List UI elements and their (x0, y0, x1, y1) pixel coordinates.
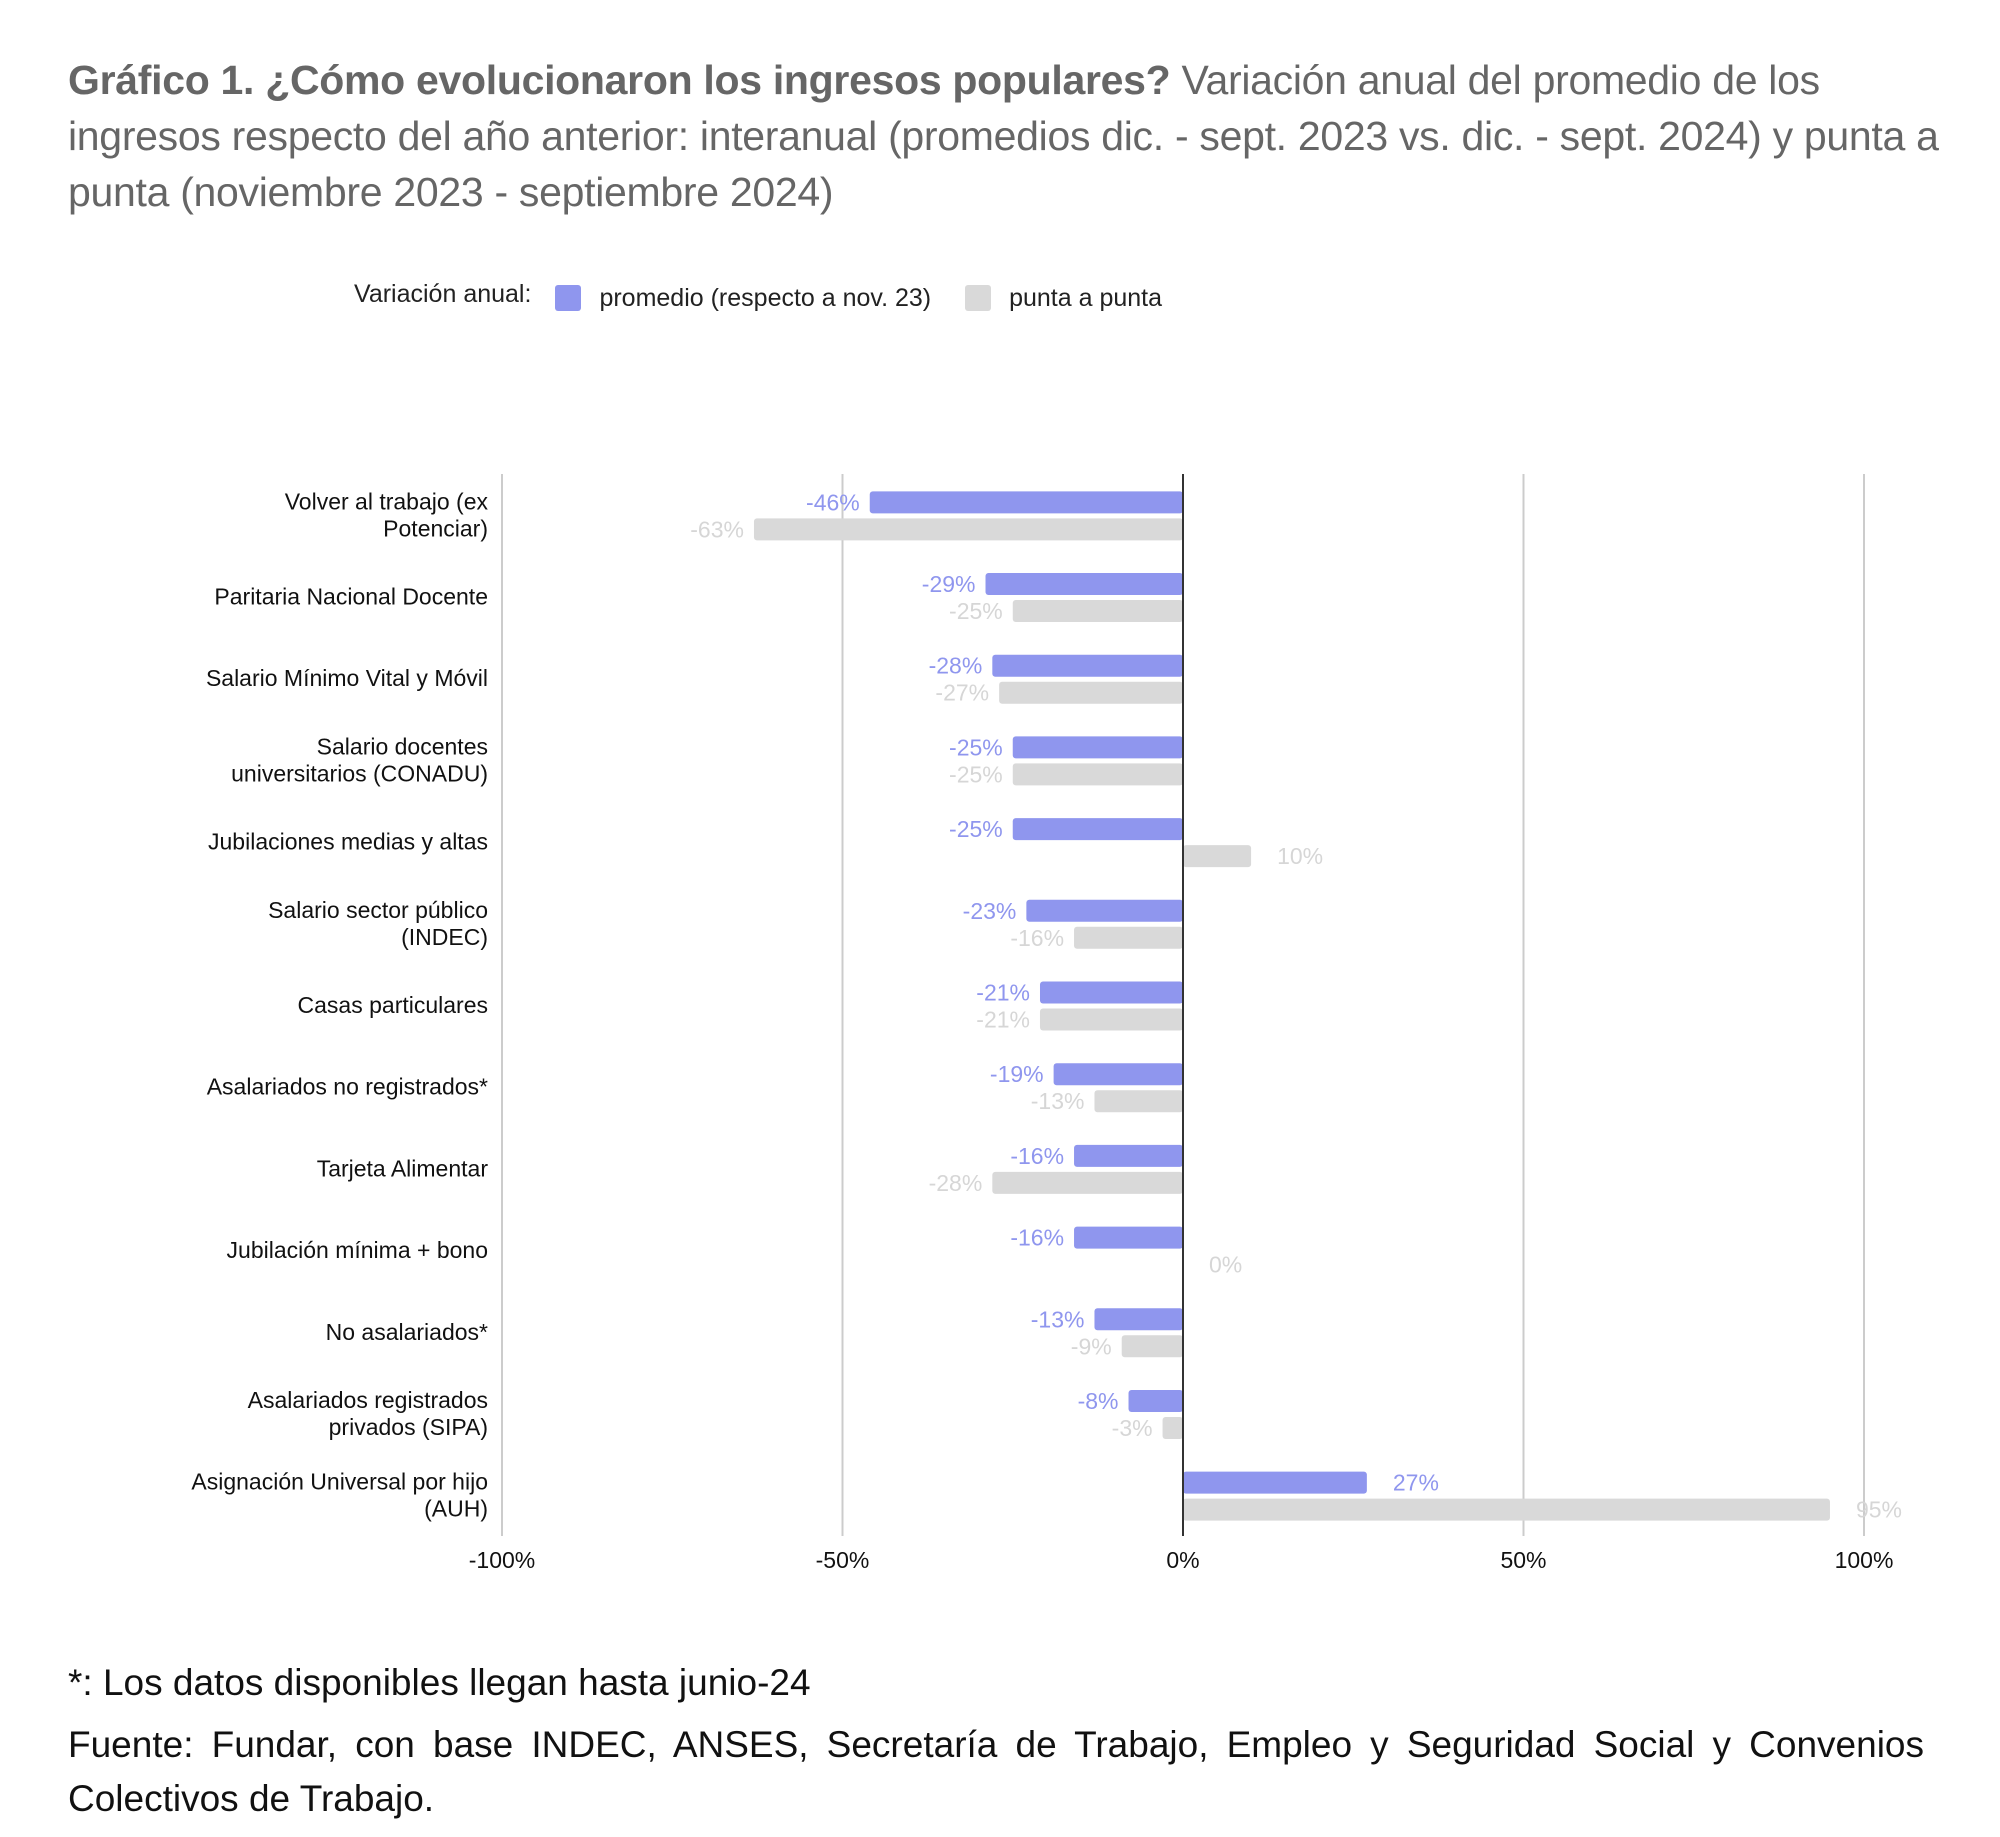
data-label: -21% (976, 980, 1030, 1006)
category-label: universitarios (CONADU) (231, 760, 488, 786)
data-label: -23% (963, 898, 1017, 924)
category-label: Salario sector público (268, 897, 488, 923)
data-label: -9% (1071, 1333, 1112, 1359)
footnote: *: Los datos disponibles llegan hasta ju… (68, 1662, 811, 1703)
bar-promedio (869, 491, 1183, 514)
legend-item-punta: punta a punta (965, 284, 1162, 313)
category-label: No asalariados* (326, 1319, 488, 1345)
x-tick-label: 0% (1166, 1547, 1199, 1573)
source-note: Fuente: Fundar, con base INDEC, ANSES, S… (68, 1724, 1924, 1819)
bar-promedio (1074, 1144, 1183, 1167)
x-tick-label: -100% (469, 1547, 535, 1573)
category-label: Tarjeta Alimentar (317, 1155, 489, 1181)
chart-title-bold: Gráfico 1. ¿Cómo evolucionaron los ingre… (68, 57, 1171, 103)
data-label: -28% (929, 653, 983, 679)
category-label: Potenciar) (383, 515, 488, 541)
x-tick-label: 100% (1835, 1547, 1894, 1573)
bar-punta (1094, 1090, 1183, 1113)
bar-punta (1074, 926, 1183, 949)
bar-promedio (985, 573, 1183, 596)
x-tick-label: -50% (816, 1547, 870, 1573)
category-label: Paritaria Nacional Docente (214, 584, 488, 610)
data-label: 27% (1393, 1470, 1439, 1496)
data-label: -13% (1031, 1306, 1085, 1332)
category-label: Asalariados no registrados* (207, 1074, 488, 1100)
category-label: Volver al trabajo (ex (285, 488, 489, 514)
data-label: -27% (935, 680, 989, 706)
bar-promedio (992, 654, 1183, 677)
category-label: privados (SIPA) (329, 1414, 488, 1440)
legend-swatch-punta (965, 285, 992, 311)
bar-promedio (1094, 1308, 1183, 1331)
data-label: -25% (949, 761, 1003, 787)
data-label: -16% (1010, 1143, 1064, 1169)
bar-punta (1183, 845, 1252, 868)
legend: Variación anual: promedio (respecto a no… (354, 280, 1196, 316)
data-label: 95% (1856, 1497, 1902, 1523)
bar-promedio (1053, 1063, 1183, 1086)
bar-promedio (1039, 981, 1183, 1004)
data-label: -25% (949, 598, 1003, 624)
legend-swatch-promedio (555, 285, 582, 311)
category-label: Salario Mínimo Vital y Móvil (206, 665, 488, 691)
data-label: -29% (922, 571, 976, 597)
data-label: -8% (1078, 1388, 1119, 1414)
bar-punta (1012, 763, 1183, 786)
bar-punta (1039, 1008, 1183, 1031)
data-label: -13% (1031, 1088, 1085, 1114)
bar-promedio (1026, 899, 1183, 922)
bar-promedio (1183, 1471, 1367, 1494)
category-label: (AUH) (424, 1496, 488, 1522)
data-label: -16% (1010, 925, 1064, 951)
data-label: -25% (949, 816, 1003, 842)
data-label: -28% (929, 1170, 983, 1196)
data-label: -3% (1112, 1415, 1153, 1441)
bar-punta (992, 1171, 1183, 1194)
chart-subtitle: Variación anual del promedio de los ingr… (68, 57, 1939, 215)
bar-punta (1121, 1335, 1183, 1358)
bar-promedio (1074, 1226, 1183, 1249)
bar-punta (999, 681, 1183, 704)
data-label: 0% (1209, 1252, 1242, 1278)
data-label: -19% (990, 1061, 1044, 1087)
bar-punta (1162, 1416, 1183, 1439)
data-label: 10% (1277, 843, 1323, 869)
legend-item-promedio: promedio (respecto a nov. 23) (555, 284, 931, 313)
bar-promedio (1012, 736, 1183, 759)
data-label: -63% (690, 516, 744, 542)
legend-text-punta: punta a punta (1009, 283, 1163, 312)
category-label: Asignación Universal por hijo (191, 1469, 488, 1495)
legend-text-promedio: promedio (respecto a nov. 23) (599, 283, 932, 312)
legend-label: Variación anual: (354, 279, 532, 308)
data-label: -46% (806, 489, 860, 515)
bar-punta (1012, 600, 1183, 623)
chart-title: Gráfico 1. ¿Cómo evolucionaron los ingre… (68, 52, 1948, 220)
category-label: Salario docentes (317, 733, 488, 759)
bar-punta (1183, 1498, 1830, 1521)
data-label: -16% (1010, 1225, 1064, 1251)
bar-punta (753, 518, 1183, 541)
category-label: Jubilación mínima + bono (227, 1237, 488, 1263)
data-label: -21% (976, 1007, 1030, 1033)
bar-promedio (1012, 818, 1183, 841)
data-label: -25% (949, 734, 1003, 760)
bar-promedio (1128, 1389, 1183, 1412)
category-label: Asalariados registrados (248, 1387, 488, 1413)
category-label: (INDEC) (401, 924, 488, 950)
x-tick-label: 50% (1500, 1547, 1546, 1573)
category-label: Casas particulares (298, 992, 488, 1018)
category-label: Jubilaciones medias y altas (208, 829, 488, 855)
